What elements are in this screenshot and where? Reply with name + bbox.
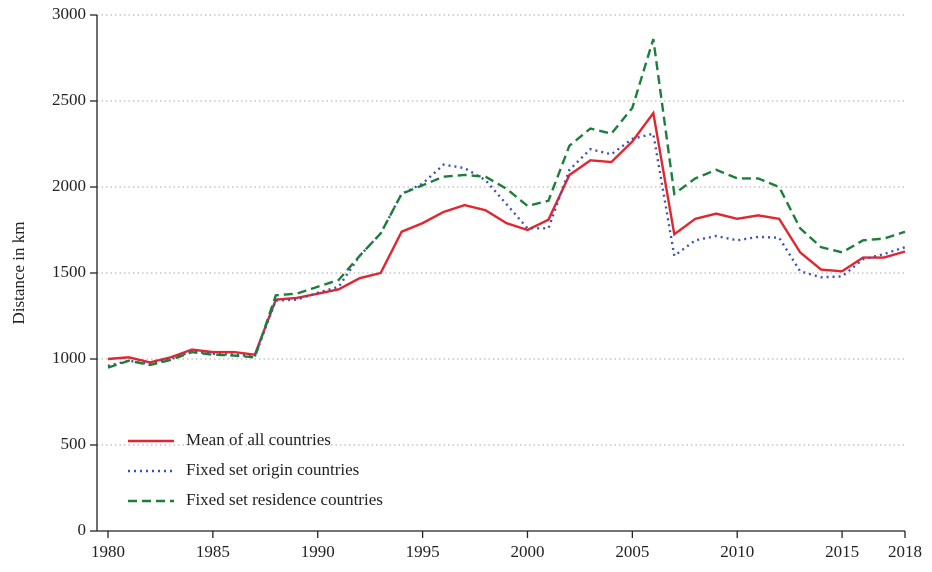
y-tick-label: 1000 (52, 348, 86, 367)
y-axis-label: Distance in km (9, 222, 28, 325)
line-series (107, 110, 906, 364)
x-tick-label: 1995 (406, 542, 440, 561)
legend-label: Fixed set residence countries (186, 490, 383, 509)
x-tick-label: 1985 (196, 542, 230, 561)
x-tick-label: 2015 (825, 542, 859, 561)
x-tick-label: 2018 (888, 542, 922, 561)
legend-label: Fixed set origin countries (186, 460, 359, 479)
x-tick-label: 1990 (301, 542, 335, 561)
line-series (107, 132, 906, 368)
y-tick-label: 0 (78, 520, 87, 539)
y-tick-label: 3000 (52, 4, 86, 23)
x-tick-label: 1980 (91, 542, 125, 561)
y-tick-label: 1500 (52, 262, 86, 281)
line-series (107, 38, 906, 369)
y-tick-label: 2000 (52, 176, 86, 195)
x-tick-label: 2010 (720, 542, 754, 561)
y-tick-label: 2500 (52, 90, 86, 109)
x-tick-label: 2005 (615, 542, 649, 561)
legend-label: Mean of all countries (186, 430, 331, 449)
y-tick-label: 500 (61, 434, 87, 453)
x-tick-label: 2000 (510, 542, 544, 561)
